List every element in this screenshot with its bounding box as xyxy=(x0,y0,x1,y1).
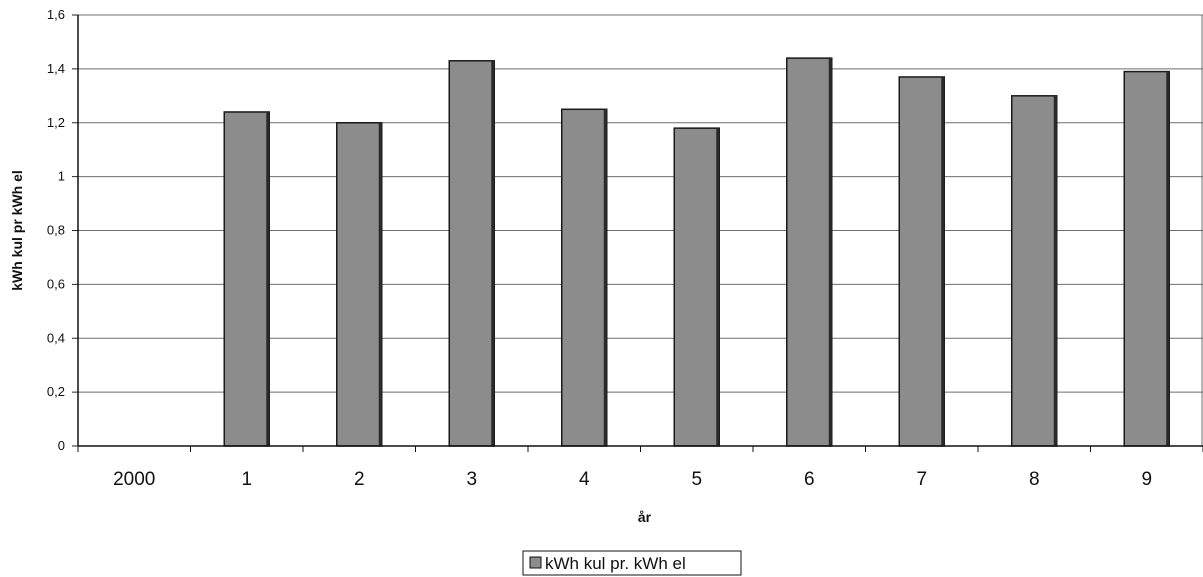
y-tick-label: 1,4 xyxy=(47,61,65,76)
legend-swatch xyxy=(529,556,542,569)
bar xyxy=(673,127,720,447)
bar xyxy=(336,122,383,447)
bar xyxy=(223,111,270,447)
bar xyxy=(561,108,608,447)
x-axis-title: år xyxy=(638,509,652,525)
x-tick-label: 9 xyxy=(1141,469,1152,490)
bar-edge xyxy=(603,109,607,446)
bar xyxy=(898,76,945,447)
x-tick-label: 4 xyxy=(579,469,590,490)
y-tick-label: 0 xyxy=(58,438,65,453)
bar-edge xyxy=(1053,95,1057,446)
bar-edge xyxy=(266,111,270,446)
y-tick-label: 1,6 xyxy=(47,7,65,22)
bar-edge xyxy=(1166,71,1170,446)
x-tick-label: 6 xyxy=(804,469,815,490)
bar-edge xyxy=(491,60,495,446)
x-tick-label: 5 xyxy=(691,469,702,490)
y-tick-label: 1,2 xyxy=(47,115,65,130)
legend: kWh kul pr. kWh el xyxy=(522,550,742,576)
x-tick-label: 2 xyxy=(354,469,365,490)
y-tick-label: 1 xyxy=(58,169,65,184)
x-tick-label: 1 xyxy=(241,469,252,490)
bar-edge xyxy=(378,122,382,446)
y-tick-label: 0,6 xyxy=(47,276,65,291)
y-tick-label: 0,8 xyxy=(47,223,65,238)
x-tick-label: 3 xyxy=(466,469,477,490)
y-tick-label: 0,2 xyxy=(47,384,65,399)
bar-edge xyxy=(828,58,832,446)
x-tick-label: 8 xyxy=(1029,469,1040,490)
bar-edge xyxy=(941,76,945,447)
x-tick-label: 2000 xyxy=(113,469,155,490)
y-tick-label: 0,4 xyxy=(47,330,65,345)
y-tick-labels: 0 0,2 0,4 0,6 0,8 1 1,2 1,4 1,6 xyxy=(47,7,65,453)
bar xyxy=(786,57,833,447)
legend-box xyxy=(522,550,742,576)
bar xyxy=(1123,70,1170,447)
x-tick-label: 7 xyxy=(916,469,927,490)
bar xyxy=(1011,95,1058,447)
x-tick-labels: 2000 1 2 3 4 5 6 7 8 9 xyxy=(77,446,1203,490)
bars xyxy=(223,57,1170,447)
bar xyxy=(448,60,495,447)
legend-label: kWh kul pr. kWh el xyxy=(545,554,686,573)
y-axis-title: kWh kul pr kWh el xyxy=(9,170,25,291)
bar-edge xyxy=(716,128,720,446)
